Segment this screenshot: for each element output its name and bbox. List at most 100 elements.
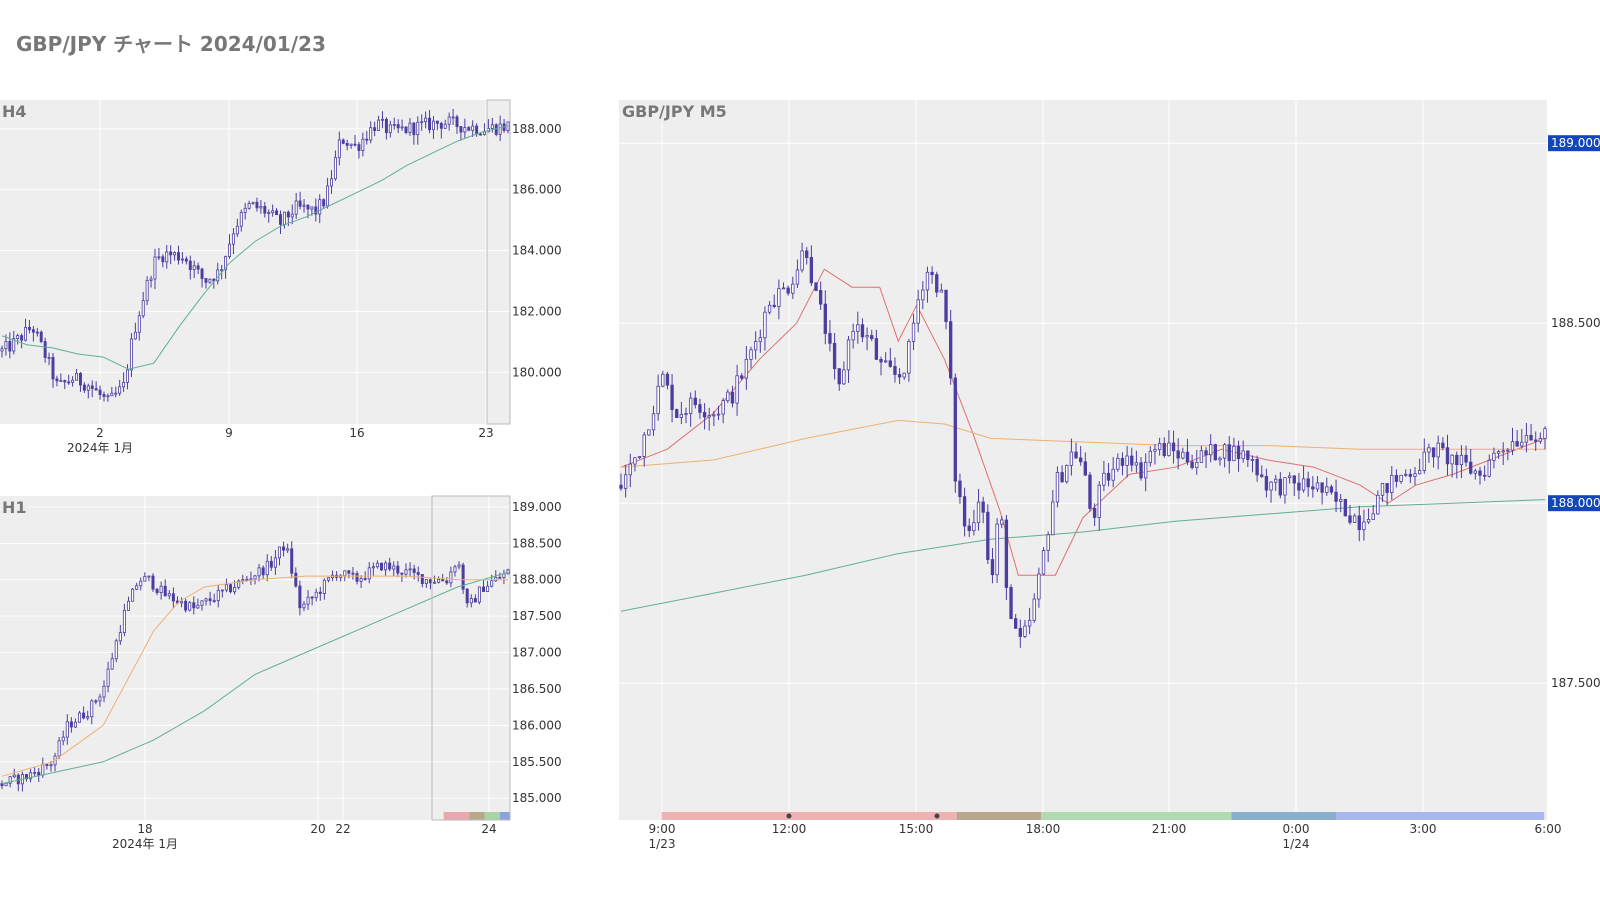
m5-candle-body [772,304,776,307]
h1-candle-body [86,716,90,719]
h1-candle-body [245,578,249,581]
h4-candle-body [24,326,28,341]
m5-candle-body [753,341,758,351]
h1-candle-body [457,564,461,568]
m5-candle-body [1264,476,1269,491]
m5-candle-body [1079,457,1083,463]
m5-candle-body [679,413,684,418]
h1-candle-body [437,579,441,583]
h1-candle-body [106,668,110,687]
m5-candle-body [995,523,999,576]
m5-candle-body [1269,481,1273,491]
h4-candle-body [447,116,451,125]
h1-candle-body [110,658,114,670]
m5-session-segment [1336,812,1545,820]
m5-candle-body [1041,550,1046,575]
h1-candle-body [45,764,49,766]
m5-candle-body [1334,491,1338,502]
m5-candle-body [1343,499,1348,517]
m5-candles [619,242,1547,648]
m5-candle-body [1492,452,1496,461]
m5-candle-body [1018,627,1022,637]
h4-candle-body [282,211,286,225]
h1-candle-body [49,764,53,767]
m5-ma-line [620,499,1546,612]
h4-candle-body [471,125,475,131]
h4-ma-line [1,125,509,370]
h4-candle-body [263,206,267,214]
m5-candle-body [1236,445,1241,460]
h4-candle-body [337,139,341,159]
h4-candle-body [439,122,443,129]
m5-candle-body [1371,513,1375,520]
m5-candle-body [767,304,772,313]
m5-candle-body [958,480,962,498]
h1-candle-body [298,585,302,609]
h4-moving-averages [1,125,509,370]
m5-candle-body [907,341,911,374]
h4-candle-body [51,356,55,380]
h1-candle-body [118,632,122,642]
h1-candle-body [12,774,16,778]
m5-candle-body [1496,451,1501,454]
h1-candle-body [241,579,245,582]
h1-candle-body [269,560,273,568]
m5-candle-body [707,415,711,418]
h1-candle-body [408,568,412,571]
h1-candle-body [61,736,65,742]
m5-candle-body [1092,507,1097,518]
m5-candle-body [698,404,702,413]
m5-candle-body [1009,587,1013,620]
m5-candle-body [1404,473,1408,476]
h4-candle-body [224,256,228,271]
m5-xtick: 15:00 [899,822,934,836]
m5-candle-body [744,358,749,379]
h4-candle-body [377,119,381,131]
m5-candle-body [1116,457,1120,470]
h4-candle-body [279,214,282,225]
m5-candle-body [1227,444,1231,462]
h1-candle-body [494,576,498,582]
h1-candle-body [445,580,449,584]
m5-moving-averages [620,268,1546,612]
m5-candle-body [856,324,860,332]
h1-candle-body [229,584,233,593]
m5-price-label: 189.000 [1551,136,1600,150]
h4-candle-body [412,122,416,136]
h1-candle-body [469,598,473,604]
m5-candle-body [1431,447,1436,458]
h1-ytick: 186.500 [512,682,562,696]
m5-candle-body [1014,618,1018,629]
h4-candle-body [330,178,333,187]
m5-candle-body [1074,451,1078,459]
m5-candle-body [897,374,902,378]
h4-candle-body [102,394,106,397]
m5-candle-body [1046,534,1050,551]
m5-candle-body [1441,442,1445,449]
h4-candle-body [137,315,141,333]
h1-candle-body [461,564,465,590]
h4-candle-body [424,117,428,123]
m5-candle-body [1366,519,1371,523]
m5-candle-body [1213,444,1218,461]
h4-candle-body [231,233,235,245]
m5-candle-body [1097,484,1101,518]
m5-candle-body [916,299,920,324]
m5-candle-body [976,501,981,524]
h4-ytick: 180.000 [512,365,562,379]
h4-candle-body [306,204,310,210]
h1-candle-body [506,569,510,575]
h1-candle-body [126,600,131,611]
m5-candle-body [1306,478,1310,488]
h1-candle-body [233,586,237,593]
h1-candle-body [122,609,126,634]
h1-candle-body [33,771,37,774]
h1-session-segment [469,812,485,820]
m5-candle-body [1027,619,1032,627]
h4-candle-body [341,139,345,144]
h1-candle-body [261,567,265,576]
h1-candle-body [253,575,257,580]
h4-ytick: 184.000 [512,244,562,258]
m5-candle-body [619,484,623,489]
h4-candle-body [420,121,424,124]
